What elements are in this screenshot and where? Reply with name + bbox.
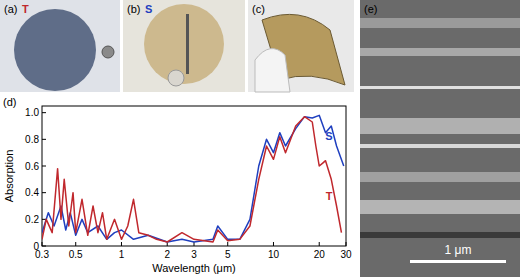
panel-label: (d) (3, 96, 16, 108)
series-label: T (326, 190, 333, 202)
y-tick-label: 0.6 (25, 161, 39, 172)
y-tick-label: 0.2 (25, 214, 39, 225)
x-tick (121, 242, 122, 246)
x-tick (346, 242, 347, 246)
plot-frame (42, 106, 346, 246)
x-tick-label: 10 (268, 249, 280, 260)
photo-c (248, 0, 354, 92)
x-tick-label: 20 (314, 249, 326, 260)
series-line (42, 115, 344, 242)
layer (360, 144, 520, 148)
layer (360, 200, 520, 214)
glove (255, 49, 290, 92)
layer (360, 118, 520, 134)
x-tick (273, 242, 274, 246)
x-tick-label: 30 (340, 249, 352, 260)
scale-bar (410, 260, 506, 263)
panel-label: (c) (252, 3, 265, 15)
x-tick-label: 0.5 (69, 249, 83, 260)
coin (102, 46, 114, 58)
y-tick-label: 0 (33, 241, 39, 252)
x-tick-label: 5 (225, 249, 231, 260)
slit (186, 14, 189, 74)
x-tick (227, 242, 228, 246)
panel-label: (a) (4, 3, 17, 15)
photo-a (0, 0, 120, 92)
layer (360, 86, 520, 89)
y-tick (42, 246, 46, 247)
disk (168, 70, 184, 86)
y-tick (42, 139, 46, 140)
y-axis-label: Absorption (3, 150, 15, 203)
panel-tag: S (145, 3, 152, 15)
y-tick (42, 192, 46, 193)
x-tick-label: 3 (191, 249, 197, 260)
y-tick-label: 0.4 (25, 187, 39, 198)
series-label: S (325, 130, 332, 142)
panel-label: (e) (364, 3, 377, 15)
y-tick (42, 112, 46, 113)
panel-tag: T (22, 3, 29, 15)
panel-label: (b) (127, 3, 140, 15)
x-tick (42, 242, 43, 246)
y-tick (42, 166, 46, 167)
x-tick (319, 242, 320, 246)
wafer (144, 4, 224, 84)
layer (360, 232, 520, 238)
layer (360, 48, 520, 56)
plot-area (42, 115, 344, 242)
figure: (a)T(b)S(c)(e)1 μm(d)0.30.5123510203000.… (0, 0, 520, 277)
y-tick-label: 1.0 (25, 107, 39, 118)
x-tick-label: 1 (119, 249, 125, 260)
x-tick-label: 2 (164, 249, 170, 260)
layer (360, 18, 520, 28)
scale-bar-label: 1 μm (445, 243, 472, 257)
layer (360, 172, 520, 182)
wafer (14, 9, 96, 91)
y-tick-label: 0.8 (25, 134, 39, 145)
x-tick (75, 242, 76, 246)
x-axis-label: Wavelength (μm) (152, 262, 236, 274)
sem-image (360, 0, 520, 277)
photo-b (123, 0, 245, 92)
series-line (42, 117, 341, 242)
